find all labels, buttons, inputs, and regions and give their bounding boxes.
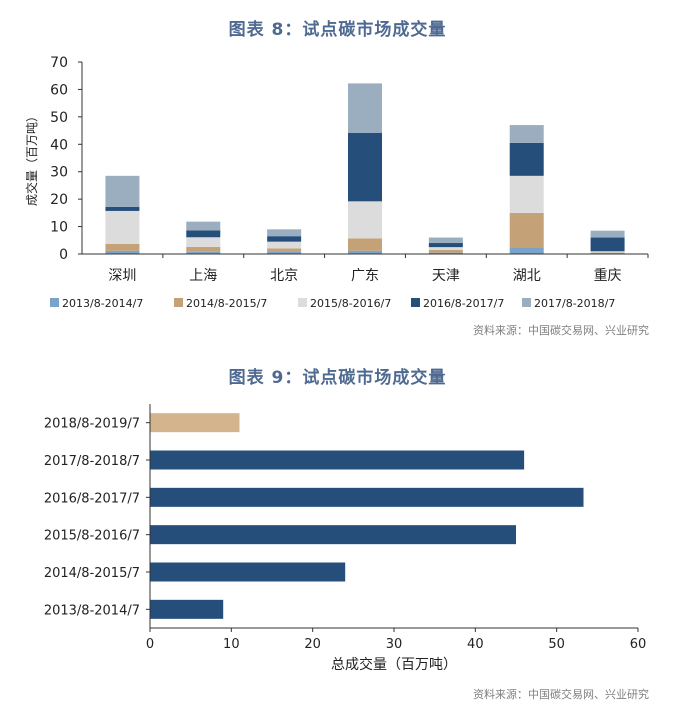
legend-label: 2013/8-2014/7 <box>62 297 143 310</box>
y-tick-label: 40 <box>50 137 68 153</box>
x-tick-label: 上海 <box>189 268 217 284</box>
bar-segment <box>186 246 221 252</box>
x-tick-label: 0 <box>146 637 154 652</box>
legend-label: 2017/8-2018/7 <box>534 297 615 310</box>
y-tick-label: 2016/8-2017/7 <box>44 491 140 506</box>
bar-segment <box>509 142 544 176</box>
y-tick-label: 10 <box>50 220 68 236</box>
chart2-source: 资料来源：中国碳交易网、兴业研究 <box>473 688 649 701</box>
bar-segment <box>105 250 140 254</box>
y-tick-label: 30 <box>50 165 68 181</box>
x-tick-label: 天津 <box>432 268 460 284</box>
bar-segment <box>105 175 140 207</box>
bar-segment <box>590 237 625 252</box>
y-tick-label: 60 <box>50 82 68 98</box>
y-tick-label: 20 <box>50 192 68 208</box>
legend-label: 2016/8-2017/7 <box>423 297 504 310</box>
y-tick-label: 70 <box>50 55 68 71</box>
y-tick-label: 2013/8-2014/7 <box>44 603 140 618</box>
x-tick-label: 10 <box>223 637 240 652</box>
bar-segment <box>186 237 221 247</box>
bar-segment <box>267 229 302 237</box>
x-tick-label: 50 <box>548 637 565 652</box>
bar-segment <box>267 241 302 249</box>
y-tick-label: 2017/8-2018/7 <box>44 454 140 469</box>
bar-segment <box>348 250 382 254</box>
y-tick-label: 2014/8-2015/7 <box>44 566 140 581</box>
x-tick-label: 20 <box>304 637 321 652</box>
chart1-source: 资料来源：中国碳交易网、兴业研究 <box>473 324 649 337</box>
y-tick-label: 2018/8-2019/7 <box>44 417 140 432</box>
bar-segment <box>186 221 221 231</box>
bar <box>150 525 516 545</box>
bar-segment <box>105 206 140 211</box>
bar-segment <box>348 238 382 251</box>
x-tick-label: 湖北 <box>513 268 541 284</box>
bar-segment <box>105 210 140 244</box>
y-axis-label: 成交量（百万吨） <box>24 110 39 206</box>
y-tick-label: 50 <box>50 110 68 126</box>
legend-label: 2015/8-2016/7 <box>310 297 391 310</box>
x-tick-label: 北京 <box>270 268 298 284</box>
bar <box>150 450 525 470</box>
legend-swatch <box>174 298 183 307</box>
chart1-title: 图表 8：试点碳市场成交量 <box>228 20 447 40</box>
bar-segment <box>509 175 544 213</box>
bar-segment <box>428 249 463 253</box>
bar-segment <box>348 83 382 133</box>
x-tick-label: 深圳 <box>108 268 136 284</box>
legend-swatch <box>411 298 420 307</box>
y-tick-label: 0 <box>59 247 68 263</box>
bar-segment <box>348 201 382 239</box>
bar-segment <box>186 230 221 238</box>
bar-segment <box>267 236 302 242</box>
bar-segment <box>348 132 382 202</box>
bar <box>150 413 240 433</box>
bar-segment <box>590 252 625 254</box>
bar-segment <box>428 247 463 250</box>
bar <box>150 487 584 507</box>
bar-segment <box>186 251 221 254</box>
stacked-bar-chart: 0 10 20 30 40 50 60 70 成交量（百万吨） 深圳 上海 北京 广东 天津 湖北 重庆 201… <box>24 55 649 310</box>
chart2-title: 图表 9：试点碳市场成交量 <box>228 368 447 388</box>
bar <box>150 599 224 619</box>
legend-swatch <box>298 298 307 307</box>
y-tick-label: 2015/8-2016/7 <box>44 529 140 544</box>
x-tick-label: 广东 <box>351 268 379 284</box>
x-tick-label: 30 <box>386 637 403 652</box>
legend-label: 2014/8-2015/7 <box>186 297 267 310</box>
bar-segment <box>267 251 302 254</box>
bar-segment <box>509 212 544 248</box>
x-axis-label: 总成交量（百万吨） <box>331 656 457 673</box>
x-tick-label: 40 <box>467 637 484 652</box>
bar-segment <box>509 247 544 254</box>
bar-segment <box>509 125 544 143</box>
x-tick-label: 重庆 <box>594 268 622 284</box>
bar-segment <box>428 243 463 248</box>
bar-segment <box>590 251 625 253</box>
bar <box>150 562 346 582</box>
bar-segment <box>590 230 625 238</box>
bar-segment <box>428 252 463 254</box>
legend-swatch <box>522 298 531 307</box>
bar-segment <box>105 243 140 251</box>
x-tick-label: 60 <box>630 637 647 652</box>
bar-segment <box>428 237 463 244</box>
legend-swatch <box>50 298 59 307</box>
bar-segment <box>267 248 302 252</box>
